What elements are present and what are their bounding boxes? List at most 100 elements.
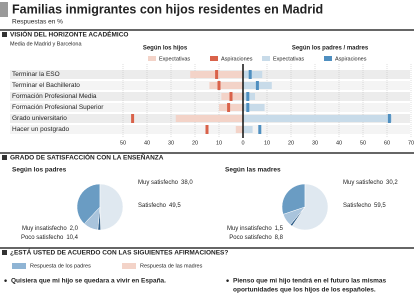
category-label: Muy satisfecho [343, 180, 384, 186]
statement: oportunidades que los hijos de los españ… [233, 287, 376, 294]
x-tick-label: 50 [120, 140, 126, 146]
marker [217, 81, 221, 90]
bullet [2, 250, 7, 255]
panel-title: Según los hijos [143, 46, 188, 52]
chart-subtitle: Media de Madrid y Barcelona [10, 41, 82, 47]
marker [229, 92, 233, 101]
marker [246, 92, 250, 101]
legend-swatch [148, 56, 156, 61]
value-label: 38,0 [181, 180, 193, 186]
value-label: 8,8 [275, 235, 284, 241]
legend-label: Expectativas [273, 56, 304, 62]
pie-slice [83, 206, 101, 231]
pie-slice [99, 183, 124, 231]
category-label: Satisfecho [343, 203, 372, 209]
bullet: • [4, 275, 7, 285]
row-label: Grado universitario [12, 115, 67, 122]
x-tick-label: 20 [192, 140, 198, 146]
row-label: Formación Profesional Media [12, 93, 97, 100]
pie-title: Según los padres [12, 167, 67, 174]
marker [205, 125, 209, 134]
marker [387, 114, 391, 123]
value-label: 49,5 [169, 203, 181, 209]
bar [243, 71, 263, 78]
statement: Quisiera que mi hijo se quedara a vivir … [11, 278, 166, 285]
marker [255, 81, 259, 90]
marker [258, 125, 262, 134]
panel-title: Según los padres / madres [292, 46, 369, 52]
row-band [10, 125, 410, 134]
category-label: Satisfecho [138, 203, 167, 209]
statement: Pienso que mi hijo tendrá en el futuro l… [233, 278, 387, 285]
row-label: Formación Profesional Superior [12, 104, 104, 111]
pie-label: Muy satisfecho 30,2 [343, 180, 398, 186]
bar [235, 126, 243, 133]
legend-label: Respuesta de las madres [140, 263, 203, 269]
bar [175, 115, 243, 122]
title-bar [0, 2, 8, 17]
legend-label: Aspiraciones [335, 56, 367, 62]
row-label: Hacer un postgrado [12, 126, 69, 133]
pie-slice [281, 183, 306, 215]
legend-swatch [262, 56, 270, 61]
x-tick-label: 40 [336, 140, 342, 146]
row-band [10, 92, 410, 101]
x-tick-label: 60 [384, 140, 390, 146]
legend-swatch [210, 56, 218, 61]
legend-swatch [324, 56, 332, 61]
value-label: 10,4 [66, 235, 78, 241]
marker [248, 70, 252, 79]
category-label: Muy satisfecho [138, 180, 179, 186]
section-title: GRADO DE SATISFACCIÓN CON LA ENSEÑANZA [10, 153, 164, 162]
x-tick-label: 50 [360, 140, 366, 146]
legend-swatch [12, 263, 26, 269]
pie-label: Muy insatisfecho 2,0 [22, 226, 79, 232]
value-label: 59,5 [374, 203, 386, 209]
section-title: VISIÓN DEL HORIZONTE ACADÉMICO [10, 30, 128, 39]
row-label: Terminar la ESO [12, 71, 60, 78]
row-label: Terminar el Bachillerato [12, 82, 80, 89]
pie-slice [282, 206, 306, 226]
category-label: Muy insatisfecho [22, 226, 67, 232]
value-label: 30,2 [386, 180, 398, 186]
pie-label: Poco satisfecho 8,8 [229, 235, 283, 241]
pie-slice [76, 183, 101, 225]
bar [243, 104, 265, 111]
x-tick-label: 20 [288, 140, 294, 146]
subtitle: Respuestas en % [12, 19, 63, 26]
legend-label: Respuesta de los padres [30, 263, 91, 269]
x-tick-label: 30 [168, 140, 174, 146]
category-label: Poco satisfecho [21, 235, 64, 241]
marker [131, 114, 135, 123]
category-label: Muy insatisfecho [227, 226, 272, 232]
x-tick-label: 40 [144, 140, 150, 146]
title: Familias inmigrantes con hijos residente… [12, 2, 323, 16]
legend-swatch [122, 263, 136, 269]
x-tick-label: 10 [264, 140, 270, 146]
pie-label: Muy satisfecho 38,0 [138, 180, 193, 186]
bar [209, 82, 243, 89]
bar [243, 126, 253, 133]
marker [227, 103, 231, 112]
section-title: ¿ESTÁ USTED DE ACUERDO CON LAS SIGUIENTE… [10, 248, 228, 257]
x-tick-label: 10 [216, 140, 222, 146]
pie-title: Según las madres [225, 167, 281, 174]
x-tick-label: 0 [241, 140, 244, 146]
pie-slice [291, 183, 329, 231]
pie-label: Poco satisfecho 10,4 [21, 235, 79, 241]
pie-label: Satisfecho 59,5 [343, 203, 386, 209]
x-tick-label: 70 [408, 140, 414, 146]
bullet: • [226, 275, 229, 285]
marker [215, 70, 219, 79]
value-label: 1,5 [275, 226, 284, 232]
bar [219, 104, 243, 111]
legend-label: Expectativas [159, 56, 190, 62]
bullet [2, 32, 7, 37]
row-band [10, 103, 410, 112]
category-label: Poco satisfecho [229, 235, 272, 241]
x-tick-label: 30 [312, 140, 318, 146]
pie-label: Muy insatisfecho 1,5 [227, 226, 284, 232]
bullet [2, 155, 7, 160]
legend-label: Aspiraciones [221, 56, 253, 62]
